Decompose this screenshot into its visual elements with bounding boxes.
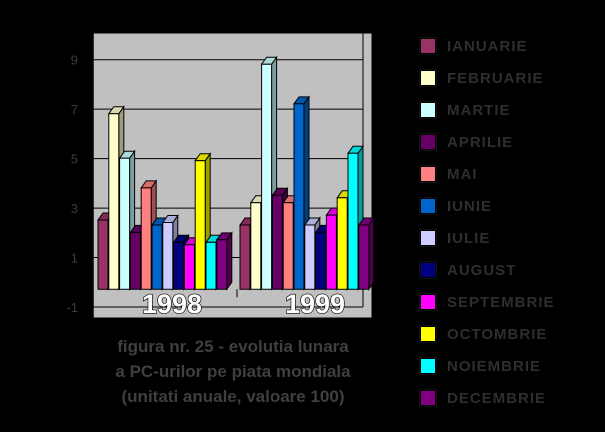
bar-august-1998 <box>173 241 185 290</box>
legend-item-mai: MAI <box>420 158 555 190</box>
legend-swatch-icon <box>420 166 436 182</box>
caption-line-2: a PC-urilor pe piata mondiala <box>115 362 351 381</box>
bar-aprilie-1999 <box>271 194 283 290</box>
bar-ianuarie-1999 <box>239 224 251 290</box>
legend-label: APRILIE <box>447 133 514 151</box>
legend-label: SEPTEMBRIE <box>447 293 555 311</box>
legend-swatch-icon <box>420 198 436 214</box>
legend-swatch-icon <box>420 102 436 118</box>
bar-ianuarie-1998 <box>97 219 109 290</box>
legend-label: AUGUST <box>447 261 517 279</box>
y-axis-tick-label: -1 <box>66 300 78 315</box>
chart-caption: figura nr. 25 - evolutia lunara a PC-uri… <box>58 334 408 409</box>
bar-martie-1998 <box>119 157 131 290</box>
bar-iulie-1999 <box>304 224 316 290</box>
bar-august-1999 <box>315 231 327 290</box>
bar-iunie-1999 <box>293 103 305 290</box>
legend-swatch-icon <box>420 38 436 54</box>
legend-swatch-icon <box>420 326 436 342</box>
bar-septembrie-1998 <box>183 244 195 290</box>
legend-item-septembrie: SEPTEMBRIE <box>420 286 555 318</box>
legend-swatch-icon <box>420 262 436 278</box>
legend-label: DECEMBRIE <box>447 389 547 407</box>
bar-decembrie-1998 <box>216 239 228 290</box>
bar-noiembrie-1998 <box>205 241 217 290</box>
bar-iulie-1998 <box>162 222 174 290</box>
legend-item-aprilie: APRILIE <box>420 126 555 158</box>
legend-label: NOIEMBRIE <box>447 357 542 375</box>
bar-februarie-1998 <box>108 113 120 290</box>
bar-iunie-1998 <box>151 224 163 290</box>
bar-octombrie-1998 <box>194 160 206 290</box>
bar-mai-1999 <box>282 202 294 290</box>
y-axis-tick-label: 5 <box>71 152 78 167</box>
legend-label: IULIE <box>447 229 491 247</box>
legend-swatch-icon <box>420 294 436 310</box>
category-label-1998: 1998 <box>142 289 202 319</box>
legend-item-februarie: FEBRUARIE <box>420 62 555 94</box>
legend-swatch-icon <box>420 70 436 86</box>
legend-label: MAI <box>447 165 478 183</box>
legend-swatch-icon <box>420 230 436 246</box>
y-axis-tick-label: 7 <box>71 102 78 117</box>
legend-label: OCTOMBRIE <box>447 325 548 343</box>
bar-aprilie-1998 <box>129 231 141 290</box>
legend-label: FEBRUARIE <box>447 69 544 87</box>
bar-mai-1998 <box>140 187 152 290</box>
caption-line-3: (unitati anuale, valoare 100) <box>121 387 345 406</box>
legend-item-noiembrie: NOIEMBRIE <box>420 350 555 382</box>
legend-item-decembrie: DECEMBRIE <box>420 382 555 414</box>
legend-item-august: AUGUST <box>420 254 555 286</box>
y-axis-tick-label: 9 <box>71 53 78 68</box>
bar-side-face <box>226 231 233 291</box>
legend-item-octombrie: OCTOMBRIE <box>420 318 555 350</box>
y-axis-tick-label: 3 <box>71 201 78 216</box>
bar-decembrie-1999 <box>358 224 370 290</box>
legend-swatch-icon <box>420 390 436 406</box>
legend-label: IUNIE <box>447 197 493 215</box>
y-axis-tick-label: 1 <box>71 251 78 266</box>
bar-octombrie-1999 <box>336 197 348 290</box>
legend-label: MARTIE <box>447 101 511 119</box>
bar-martie-1999 <box>261 63 273 290</box>
bar-februarie-1999 <box>250 202 262 290</box>
legend-item-iulie: IULIE <box>420 222 555 254</box>
chart-legend: IANUARIE FEBRUARIE MARTIE APRILIE MAI IUNIE IU… <box>420 30 555 414</box>
legend-item-martie: MARTIE <box>420 94 555 126</box>
legend-swatch-icon <box>420 358 436 374</box>
legend-item-iunie: IUNIE <box>420 190 555 222</box>
legend-item-ianuarie: IANUARIE <box>420 30 555 62</box>
legend-swatch-icon <box>420 134 436 150</box>
bar-septembrie-1999 <box>325 214 337 290</box>
bar-noiembrie-1999 <box>347 152 359 290</box>
caption-line-1: figura nr. 25 - evolutia lunara <box>117 337 349 356</box>
legend-label: IANUARIE <box>447 37 528 55</box>
bar-side-face <box>368 216 375 291</box>
category-label-1999: 1999 <box>285 289 345 319</box>
